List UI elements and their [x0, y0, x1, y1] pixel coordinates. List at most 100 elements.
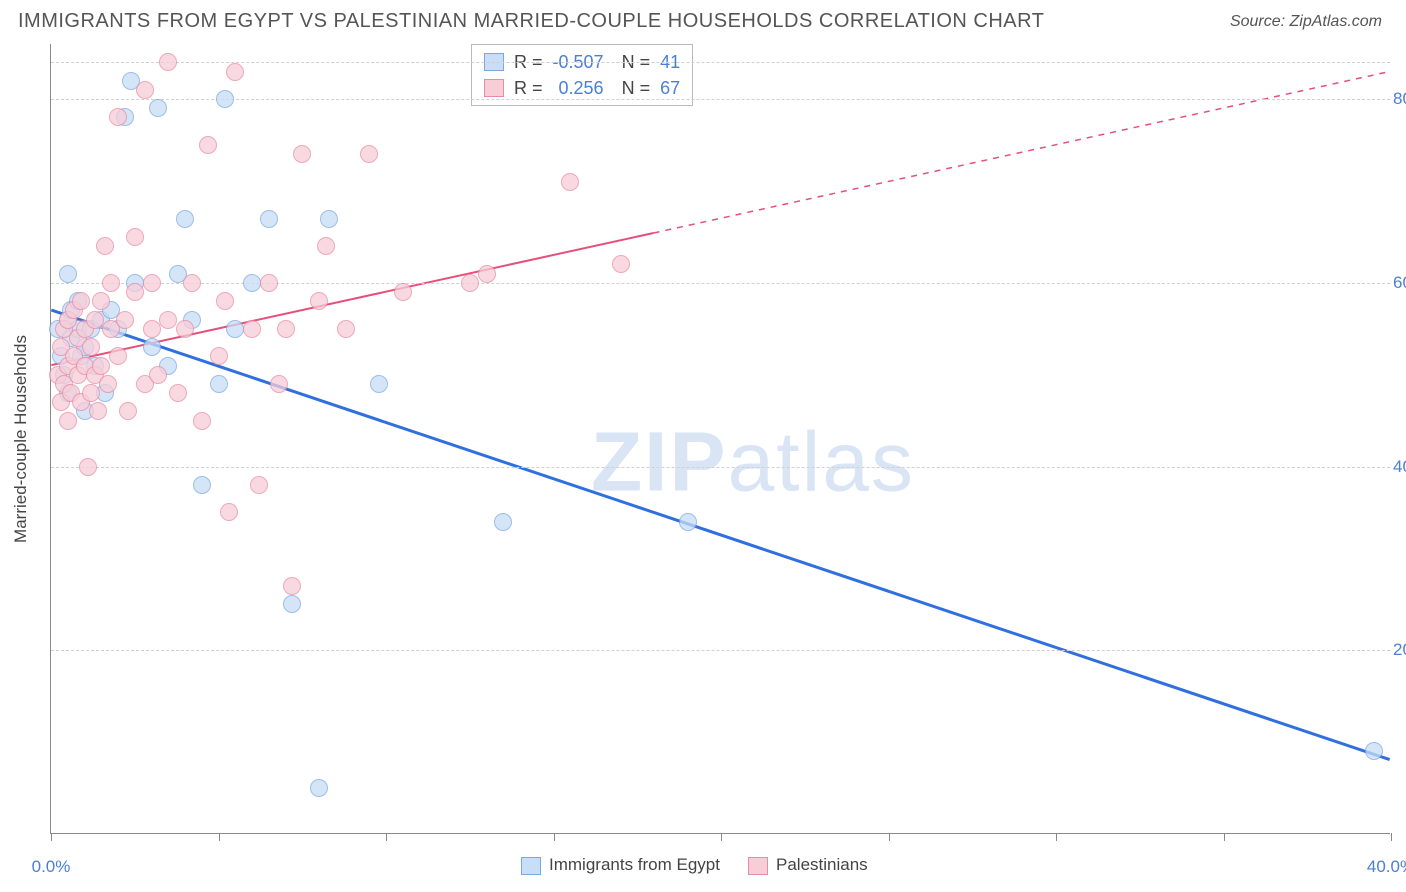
legend-label-palestinian: Palestinians	[776, 855, 868, 874]
legend-label-egypt: Immigrants from Egypt	[549, 855, 720, 874]
chart-title: IMMIGRANTS FROM EGYPT VS PALESTINIAN MAR…	[18, 10, 1044, 33]
data-point	[72, 292, 90, 310]
data-point	[210, 375, 228, 393]
data-point	[183, 274, 201, 292]
data-point	[250, 476, 268, 494]
data-point	[394, 283, 412, 301]
data-point	[86, 311, 104, 329]
y-tick-label: 40.0%	[1393, 457, 1406, 477]
data-point	[176, 210, 194, 228]
watermark-bold: ZIP	[591, 415, 728, 509]
x-tick	[721, 833, 722, 841]
data-point	[243, 320, 261, 338]
legend-item-egypt: Immigrants from Egypt	[521, 855, 720, 875]
data-point	[216, 292, 234, 310]
trend-lines	[51, 44, 1390, 833]
data-point	[143, 274, 161, 292]
data-point	[270, 375, 288, 393]
data-point	[260, 210, 278, 228]
data-point	[210, 347, 228, 365]
legend-swatch-egypt	[521, 857, 541, 875]
data-point	[82, 338, 100, 356]
chart-header: IMMIGRANTS FROM EGYPT VS PALESTINIAN MAR…	[0, 0, 1406, 39]
data-point	[92, 292, 110, 310]
data-point	[126, 228, 144, 246]
x-tick-label: 40.0%	[1367, 857, 1406, 877]
x-tick-label: 0.0%	[32, 857, 71, 877]
data-point	[310, 779, 328, 797]
data-point	[126, 283, 144, 301]
data-point	[102, 274, 120, 292]
data-point	[176, 320, 194, 338]
x-tick	[386, 833, 387, 841]
data-point	[283, 577, 301, 595]
r-value-palestinian: 0.256	[559, 75, 604, 101]
data-point	[243, 274, 261, 292]
data-point	[494, 513, 512, 531]
data-point	[226, 63, 244, 81]
stats-legend: R = -0.507 N = 41 R = 0.256 N = 67	[471, 44, 693, 106]
data-point	[159, 53, 177, 71]
data-point	[143, 320, 161, 338]
data-point	[461, 274, 479, 292]
data-point	[226, 320, 244, 338]
data-point	[159, 311, 177, 329]
data-point	[116, 311, 134, 329]
legend-item-palestinian: Palestinians	[748, 855, 868, 875]
data-point	[478, 265, 496, 283]
data-point	[320, 210, 338, 228]
data-point	[136, 81, 154, 99]
x-tick	[554, 833, 555, 841]
data-point	[92, 357, 110, 375]
data-point	[143, 338, 161, 356]
data-point	[612, 255, 630, 273]
watermark-light: atlas	[728, 415, 915, 509]
watermark: ZIPatlas	[591, 414, 915, 511]
swatch-palestinian	[484, 79, 504, 97]
y-tick-label: 80.0%	[1393, 89, 1406, 109]
n-value-palestinian: 67	[660, 75, 680, 101]
x-tick	[1056, 833, 1057, 841]
data-point	[79, 458, 97, 476]
data-point	[59, 412, 77, 430]
data-point	[109, 108, 127, 126]
data-point	[199, 136, 217, 154]
y-axis-label: Married-couple Households	[11, 335, 31, 543]
data-point	[561, 173, 579, 191]
data-point	[293, 145, 311, 163]
data-point	[119, 402, 137, 420]
data-point	[337, 320, 355, 338]
data-point	[149, 99, 167, 117]
data-point	[169, 384, 187, 402]
series-legend: Immigrants from Egypt Palestinians	[521, 855, 868, 875]
gridline	[51, 62, 1390, 63]
gridline	[51, 99, 1390, 100]
stats-row-palestinian: R = 0.256 N = 67	[484, 75, 680, 101]
data-point	[220, 503, 238, 521]
legend-swatch-palestinian	[748, 857, 768, 875]
y-tick-label: 60.0%	[1393, 273, 1406, 293]
data-point	[679, 513, 697, 531]
data-point	[1365, 742, 1383, 760]
data-point	[283, 595, 301, 613]
data-point	[109, 347, 127, 365]
gridline	[51, 467, 1390, 468]
data-point	[99, 375, 117, 393]
x-tick	[51, 833, 52, 841]
x-tick	[889, 833, 890, 841]
data-point	[360, 145, 378, 163]
data-point	[59, 265, 77, 283]
data-point	[216, 90, 234, 108]
x-tick	[1224, 833, 1225, 841]
scatter-chart: Married-couple Households ZIPatlas R = -…	[50, 44, 1390, 834]
data-point	[317, 237, 335, 255]
source-label: Source: ZipAtlas.com	[1230, 13, 1382, 31]
data-point	[310, 292, 328, 310]
y-tick-label: 20.0%	[1393, 640, 1406, 660]
data-point	[82, 384, 100, 402]
x-tick	[1391, 833, 1392, 841]
data-point	[277, 320, 295, 338]
data-point	[96, 237, 114, 255]
x-tick	[219, 833, 220, 841]
data-point	[149, 366, 167, 384]
